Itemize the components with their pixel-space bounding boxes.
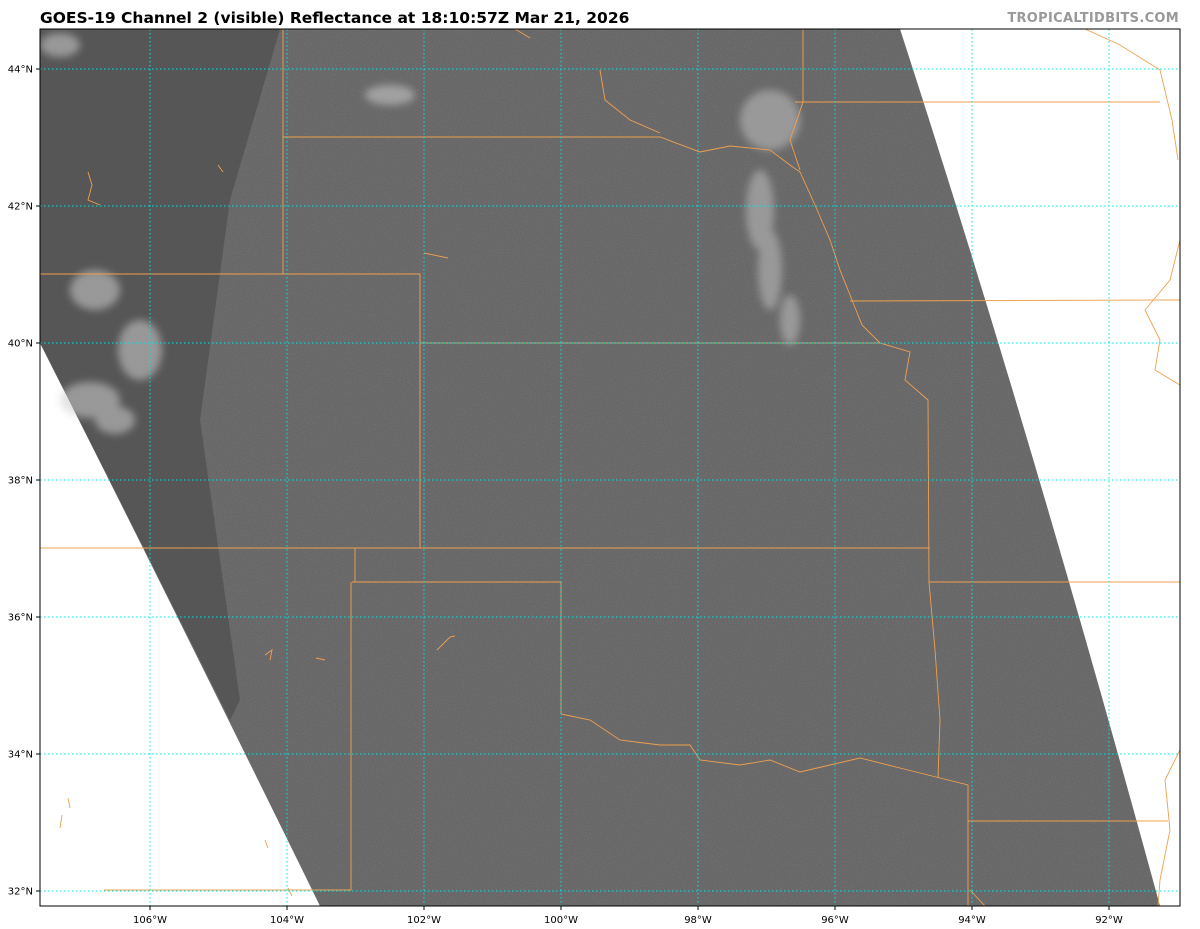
lat-tick-label: 34°N [8, 750, 33, 761]
imagery-texture [40, 29, 1160, 906]
lon-tick-label: 100°W [544, 915, 578, 926]
lon-tick-label: 94°W [958, 915, 986, 926]
lat-tick-label: 44°N [8, 65, 33, 76]
watermark-credit: TROPICALTIDBITS.COM [1007, 11, 1179, 26]
snow-cover [40, 33, 415, 434]
lon-tick-label: 106°W [133, 915, 167, 926]
longitude-axis: 106°W 104°W 102°W 100°W 98°W 96°W 94°W 92°W [133, 906, 1123, 926]
lat-tick-label: 36°N [8, 613, 33, 624]
imagery-dark-west [40, 29, 280, 720]
lon-tick-label: 98°W [684, 915, 712, 926]
lat-tick-label: 42°N [8, 202, 33, 213]
chart-title: GOES-19 Channel 2 (visible) Reflectance … [40, 9, 630, 27]
lon-tick-label: 102°W [407, 915, 441, 926]
latitude-axis: 44°N 42°N 40°N 38°N 36°N 34°N 32°N [8, 65, 40, 898]
cloud-band [740, 90, 800, 345]
state-borders [40, 29, 1180, 906]
lat-tick-label: 32°N [8, 887, 33, 898]
lon-tick-label: 92°W [1095, 915, 1123, 926]
lon-tick-label: 104°W [270, 915, 304, 926]
lat-tick-label: 38°N [8, 476, 33, 487]
lon-tick-label: 96°W [821, 915, 849, 926]
map-frame [39, 28, 1181, 907]
lat-tick-label: 40°N [8, 339, 33, 350]
